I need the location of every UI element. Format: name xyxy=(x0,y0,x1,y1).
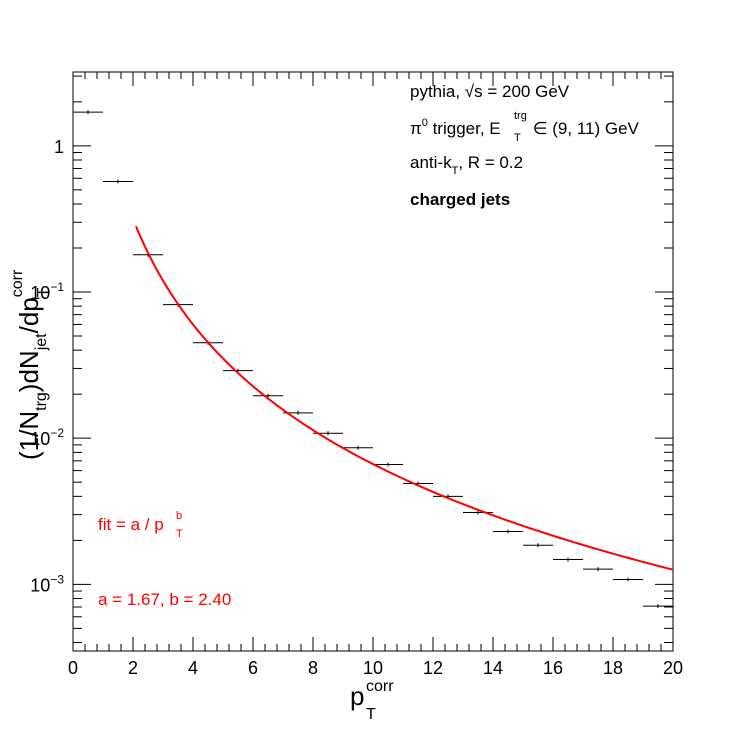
x-tick-labels: 0 2 4 6 8 10 12 14 16 18 20 xyxy=(68,658,683,678)
y-tick-label: 10−1 xyxy=(30,280,64,303)
y-tick-label: 10−3 xyxy=(30,572,64,595)
x-tick-label: 18 xyxy=(603,658,623,678)
legend-line-4: charged jets xyxy=(410,190,510,209)
y-axis-ticks xyxy=(73,75,673,644)
legend-block: pythia, √s = 200 GeV π0 trigger, Etrg T ∈… xyxy=(410,82,640,209)
fit-params: a = 1.67, b = 2.40 xyxy=(98,590,231,609)
y-axis-label: (1/Ntrg)dNjet/dpcorr T xyxy=(9,269,52,460)
y-tick-label: 10−2 xyxy=(30,426,64,449)
legend-line-2: π0 trigger, Etrg T ∈ (9, 11) GeV xyxy=(410,110,640,144)
x-tick-label: 16 xyxy=(543,658,563,678)
plot-frame xyxy=(72,71,674,652)
x-tick-label: 2 xyxy=(128,658,138,678)
x-tick-label: 12 xyxy=(423,658,443,678)
y-tick-labels: 1 10−1 10−2 10−3 xyxy=(30,137,64,596)
fit-curve xyxy=(135,225,674,571)
x-tick-label: 8 xyxy=(308,658,318,678)
legend-line-1: pythia, √s = 200 GeV xyxy=(410,82,570,101)
x-tick-label: 4 xyxy=(188,658,198,678)
x-tick-label: 14 xyxy=(483,658,503,678)
x-axis-ticks xyxy=(72,72,674,651)
x-tick-label: 10 xyxy=(363,658,383,678)
x-tick-label: 6 xyxy=(248,658,258,678)
x-axis-label: pcorr T xyxy=(350,678,394,723)
x-tick-label: 20 xyxy=(663,658,683,678)
x-tick-label: 0 xyxy=(68,658,78,678)
legend-line-3: anti-kT, R = 0.2 xyxy=(410,153,523,177)
y-tick-label: 1 xyxy=(54,137,64,157)
